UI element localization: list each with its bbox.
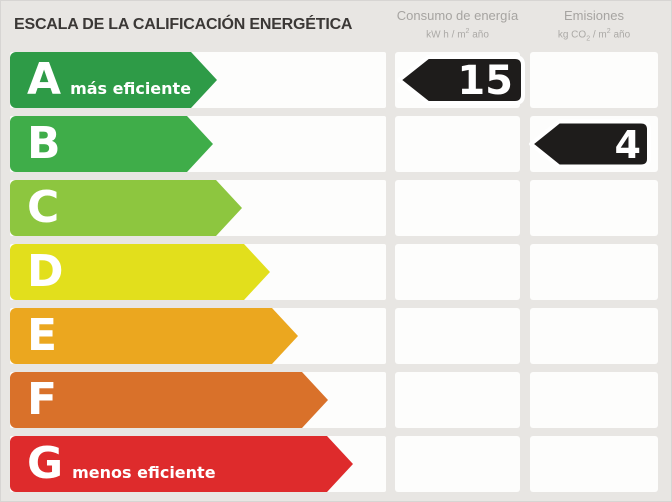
arrow-tip	[191, 52, 218, 108]
consumo-value-marker: 15	[397, 55, 525, 105]
scale-row-F: F	[0, 372, 672, 428]
efficiency-label: menos eficiente	[72, 463, 216, 482]
emisiones-cell	[530, 436, 658, 492]
consumo-header-label: Consumo de energía	[396, 8, 519, 23]
rating-arrow-D: D	[10, 244, 270, 300]
rating-arrow-A: A más eficiente	[10, 52, 218, 108]
rating-letter: G	[27, 438, 64, 489]
consumo-value: 15	[457, 58, 513, 104]
scale-row-A: A más eficiente 15	[0, 52, 672, 108]
consumo-cell	[395, 372, 520, 428]
rating-letter: E	[27, 310, 58, 361]
emisiones-header-label: Emisiones	[564, 8, 624, 23]
rating-letter: D	[27, 246, 64, 297]
consumo-cell	[395, 436, 520, 492]
efficiency-label: más eficiente	[70, 79, 192, 98]
consumo-cell	[395, 244, 520, 300]
rating-letter: C	[27, 182, 60, 233]
rating-arrow-C: C	[10, 180, 242, 236]
emisiones-header-units: kg CO2 / m2 año	[557, 28, 631, 43]
emisiones-cell	[530, 180, 658, 236]
arrow-tip	[187, 116, 213, 172]
arrow-tip	[327, 436, 353, 492]
rating-letter: A	[27, 54, 62, 105]
consumo-cell	[395, 116, 520, 172]
scale-row-D: D	[0, 244, 672, 300]
page-title: ESCALA DE LA CALIFICACIÓN ENERGÉTICA	[14, 16, 353, 33]
scale-row-E: E	[0, 308, 672, 364]
rating-arrow-G: G menos eficiente	[10, 436, 353, 492]
rating-letter: F	[27, 374, 58, 425]
arrow-tip	[216, 180, 242, 236]
emisiones-cell	[530, 372, 658, 428]
rating-arrow-E: E	[10, 308, 298, 364]
emisiones-value-marker: 4	[529, 119, 651, 169]
rating-arrow-F: F	[10, 372, 328, 428]
rating-letter: B	[27, 118, 61, 169]
scale-row-C: C	[0, 180, 672, 236]
consumo-header-units: kW h / m2 año	[426, 28, 489, 41]
emisiones-value: 4	[615, 123, 641, 167]
emisiones-cell	[530, 244, 658, 300]
arrow-tip	[272, 308, 298, 364]
rating-arrow-B: B	[10, 116, 213, 172]
emisiones-cell	[530, 52, 658, 108]
scale-row-G: G menos eficiente	[0, 436, 672, 492]
scale-rows: A más eficiente 15 B 4 C	[0, 52, 672, 500]
consumo-cell	[395, 308, 520, 364]
arrow-tip	[244, 244, 270, 300]
consumo-column-header: Consumo de energía kW h / m2 año	[395, 8, 520, 41]
consumo-cell	[395, 180, 520, 236]
emisiones-column-header: Emisiones kg CO2 / m2 año	[530, 8, 658, 45]
emisiones-cell	[530, 308, 658, 364]
arrow-tip	[302, 372, 328, 428]
scale-row-B: B 4	[0, 116, 672, 172]
